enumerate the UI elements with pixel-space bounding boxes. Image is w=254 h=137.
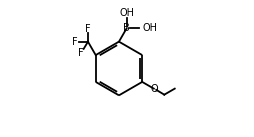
Text: OH: OH xyxy=(142,23,157,33)
Text: F: F xyxy=(72,37,78,47)
Text: B: B xyxy=(123,23,130,33)
Text: O: O xyxy=(151,84,158,94)
Text: F: F xyxy=(78,48,84,58)
Text: OH: OH xyxy=(119,8,134,18)
Text: F: F xyxy=(85,24,91,34)
